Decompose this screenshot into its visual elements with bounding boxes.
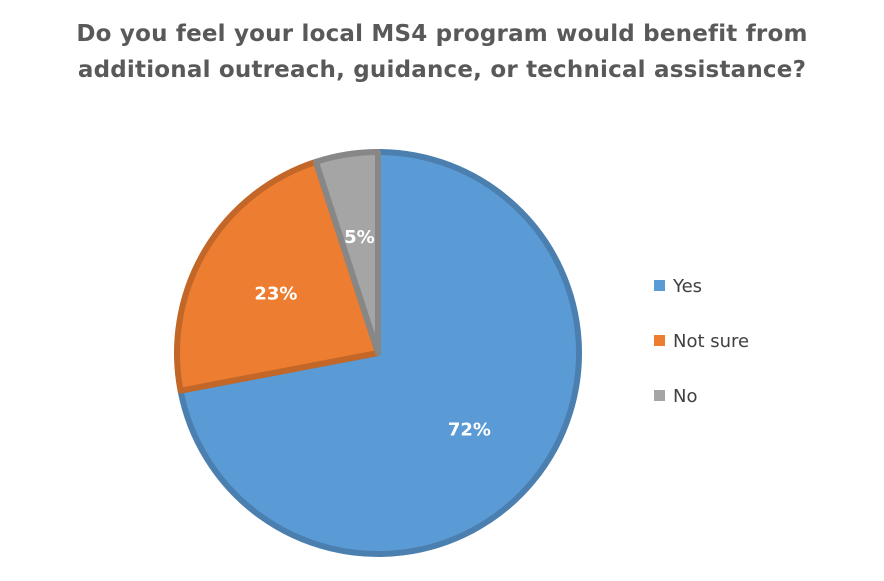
legend-label-not-sure: Not sure [673,331,749,352]
legend-swatch-yes [654,280,665,291]
legend-label-yes: Yes [672,276,702,297]
chart-title: Do you feel your local MS4 program would… [76,21,808,83]
legend: Yes Not sure No [654,276,749,407]
legend-swatch-not-sure [654,335,665,346]
legend-swatch-no [654,390,665,401]
pie-slice-not-sure [174,158,381,394]
pie-data-labels: 72% 23% 5% [254,227,491,441]
data-label-yes: 72% [448,420,491,441]
data-label-no: 5% [344,227,375,248]
pie-slices [174,149,582,557]
legend-label-no: No [673,386,697,407]
pie-slice-no [312,149,381,356]
data-label-not-sure: 23% [254,284,297,305]
